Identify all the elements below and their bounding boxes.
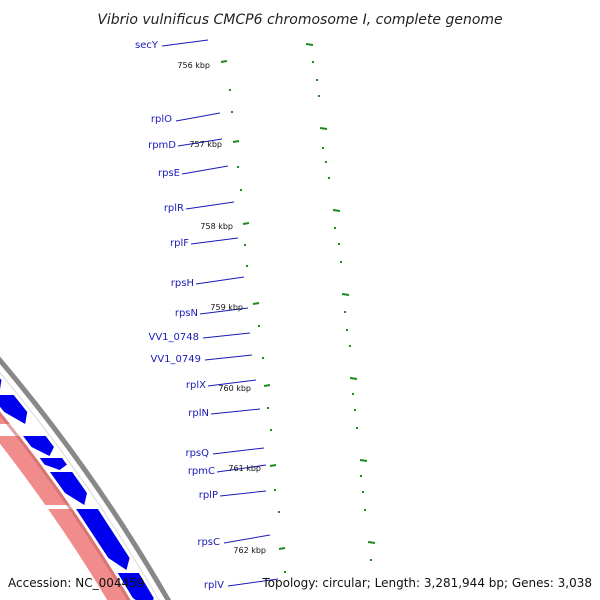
gene-leader-line (223, 534, 271, 544)
scale-tick (341, 293, 350, 296)
scale-tick (252, 302, 260, 305)
gene-leader-line (199, 307, 249, 315)
accession-text: Accession: NC_004459 (8, 576, 144, 590)
gene-label: rplR (164, 203, 184, 214)
scale-tick (278, 547, 286, 550)
feature-track-red (48, 509, 131, 600)
feature-track-edge (0, 411, 131, 600)
gene-label: rplN (188, 408, 209, 419)
gene-arrow (50, 472, 87, 505)
scale-tick (319, 127, 328, 130)
gene-label: secY (135, 40, 159, 51)
gene-arrow (39, 458, 67, 470)
gene-leader-line (161, 39, 209, 47)
gene-label: rplF (170, 238, 189, 249)
gene-label: VV1_0748 (149, 332, 200, 343)
gene-leader-line (210, 408, 261, 415)
scale-tick (232, 140, 240, 143)
scale-tick (332, 209, 341, 212)
kbp-label: 760 kbp (218, 384, 251, 393)
gene-leader-line (207, 379, 257, 387)
gene-leader-line (219, 490, 267, 497)
gene-label: rpsH (171, 278, 194, 289)
gene-arrow (23, 436, 54, 456)
kbp-label: 761 kbp (228, 464, 261, 473)
gene-leader-line (190, 237, 239, 245)
gene-leader-line (181, 165, 229, 175)
gene-leader-line (195, 276, 245, 285)
gene-arrow (0, 378, 2, 390)
gene-label: rpsE (158, 168, 180, 179)
gene-label: VV1_0749 (151, 354, 202, 365)
gene-label: rpmD (148, 140, 176, 151)
gene-label: rpsN (175, 308, 198, 319)
scale-tick (305, 43, 314, 46)
gene-label: rplO (151, 114, 172, 125)
scale-tick (220, 60, 228, 63)
gene-leader-line (227, 578, 279, 587)
map-title: Vibrio vulnificus CMCP6 chromosome I, co… (97, 12, 502, 28)
scale-tick (263, 384, 271, 387)
scale-tick (269, 464, 277, 467)
backbone-line (0, 356, 171, 600)
genome-stats-text: Topology: circular; Length: 3,281,944 bp… (261, 576, 592, 590)
gene-leader-line (212, 447, 265, 455)
gene-label: rplV (204, 580, 224, 591)
kbp-label: 758 kbp (200, 222, 233, 231)
gene-arrow (76, 509, 130, 570)
gene-label: rplX (186, 380, 206, 391)
feature-track-red (0, 436, 70, 505)
scale-tick (242, 222, 250, 225)
kbp-label: 757 kbp (189, 140, 222, 149)
kbp-label: 759 kbp (210, 303, 243, 312)
scale-tick (349, 377, 358, 380)
gene-leader-line (177, 138, 223, 147)
scale-tick (359, 459, 368, 462)
gene-leader-line (202, 332, 251, 339)
gene-leader-line (175, 112, 221, 122)
gene-label: rpsC (197, 537, 220, 548)
gene-label: rpsQ (185, 448, 209, 459)
gene-leader-line (185, 201, 235, 210)
gene-label: rpmC (188, 466, 215, 477)
gene-label: rplP (199, 490, 218, 501)
kbp-label: 762 kbp (233, 546, 266, 555)
kbp-label: 756 kbp (177, 61, 210, 70)
gene-leader-line (216, 464, 267, 473)
gene-leader-line (204, 354, 253, 361)
gene-arrow (0, 395, 28, 424)
scale-tick (367, 541, 376, 544)
gene-arrow (117, 573, 154, 600)
